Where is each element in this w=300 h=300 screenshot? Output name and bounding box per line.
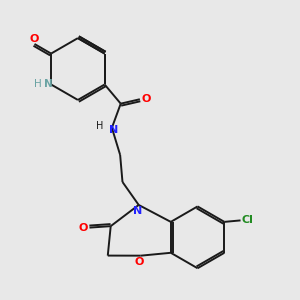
Text: O: O <box>141 94 150 104</box>
Text: O: O <box>78 223 88 232</box>
Text: N: N <box>109 125 118 135</box>
Text: O: O <box>135 257 144 267</box>
Text: H: H <box>96 121 103 131</box>
Text: N: N <box>134 206 143 216</box>
Text: Cl: Cl <box>242 215 254 225</box>
Text: N: N <box>44 79 52 89</box>
Text: H: H <box>34 79 42 89</box>
Text: O: O <box>30 34 39 44</box>
